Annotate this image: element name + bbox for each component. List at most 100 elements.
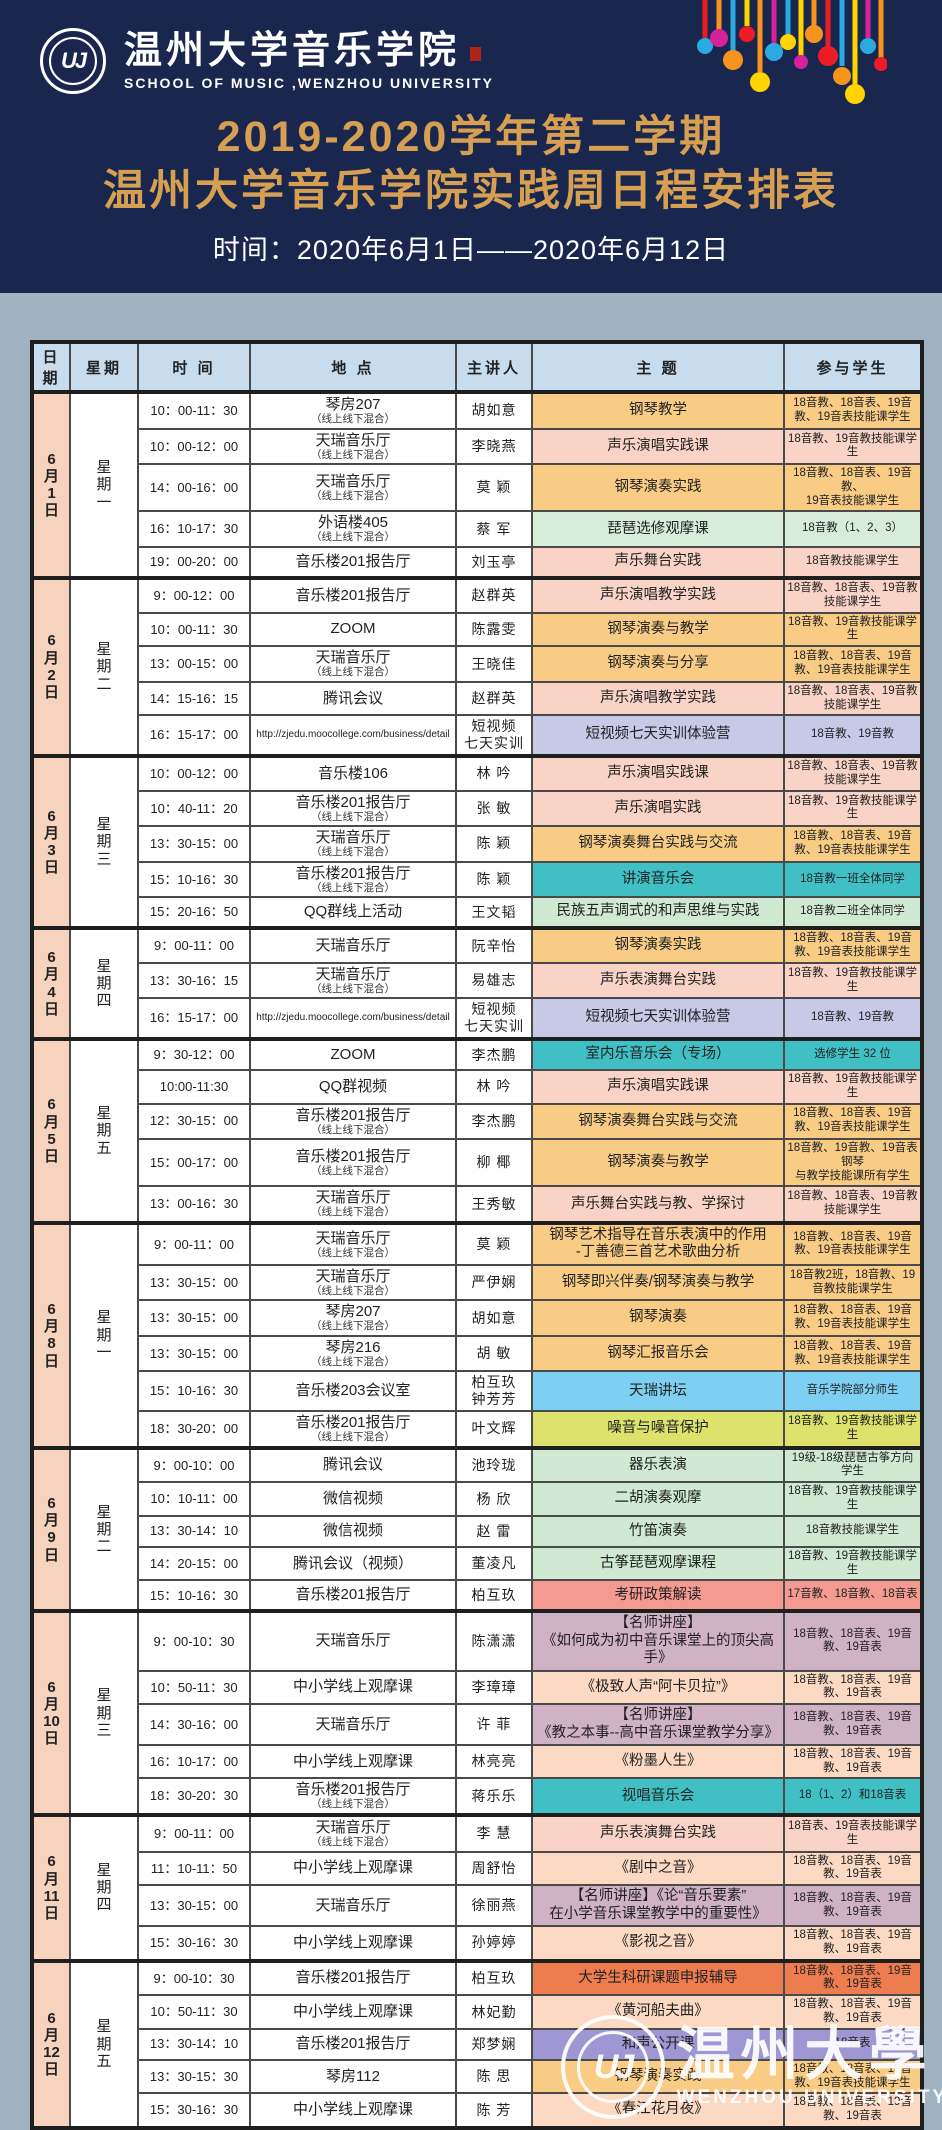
- place-link[interactable]: http://zjedu.moocollege.com/business/det…: [249, 997, 457, 1040]
- schedule-row: 13：30-15：00 天瑞音乐厅 徐丽燕 【名师讲座】《论“音乐要素” 在小学音乐课…: [32, 1884, 923, 1927]
- students-cell: 18音教一班全体同学: [783, 860, 923, 899]
- students-cell: 18音教、18音表、19音教、19音表技能课学生: [783, 1334, 923, 1373]
- time-cell: 16：15-17：00: [137, 997, 251, 1040]
- schedule-row: 13：30-15：00 琴房207 （线上线下混合） 胡如意 钢琴演奏 18音教、18音表…: [32, 1299, 923, 1337]
- place-note: （线上线下混合）: [311, 1284, 395, 1297]
- artist-seal-icon: [470, 47, 482, 62]
- weekday-cell: 星期四: [69, 926, 139, 1040]
- time-cell: 9：00-10：30: [137, 1958, 251, 1997]
- topic-cell: 钢琴教学: [531, 390, 785, 430]
- place-note: （线上线下混合）: [311, 1836, 395, 1849]
- schedule-row: 6 月 2 日星期二 9：00-12：00 音乐楼201报告厅 赵群英 声乐演唱教学实践 18音…: [31, 576, 923, 757]
- time-cell: 15：10-16：30: [137, 1579, 251, 1613]
- schedule-row: 6 月 1 日星期一 10：00-11：30 琴房207 （线上线下混合） 胡如意 钢琴教学 18…: [31, 389, 923, 580]
- place-cell: QQ群线上活动: [249, 896, 457, 930]
- speaker-cell: 陈 思: [455, 2058, 533, 2095]
- place-cell: 音乐楼201报告厅: [249, 1958, 457, 1997]
- time-cell: 13：30-15：00: [137, 1263, 251, 1302]
- time-cell: 14：00-16：00: [137, 463, 251, 513]
- col-header-students: 参与学生: [783, 341, 923, 393]
- schedule-row: 18：30-20：30 音乐楼201报告厅 （线上线下混合） 蒋乐乐 视唱音乐会 18（1…: [32, 1777, 923, 1817]
- time-cell: 10:00-11:30: [137, 1068, 251, 1105]
- place-cell: 音乐楼201报告厅 （线上线下混合）: [249, 789, 457, 828]
- place-cell: 天瑞音乐厅 （线上线下混合）: [249, 961, 457, 1000]
- seal-monogram: UJ: [49, 37, 97, 85]
- time-cell: 9：00-10：00: [137, 1445, 251, 1484]
- speaker-cell: 赵群英: [455, 680, 533, 717]
- speaker-cell: 短视频 七天实训: [455, 714, 533, 757]
- students-cell: 18音教、18音表、19音教技能课学生: [783, 1185, 923, 1224]
- schedule-row: 6 月 9 日星期二 9：00-10：00 腾讯会议 池玲珑 器乐表演 19级-18级琵琶古筝方…: [31, 1445, 923, 1613]
- place-note: （线上线下混合）: [311, 1123, 395, 1136]
- date-cell: 6 月 10 日: [31, 1609, 71, 1817]
- time-cell: 13：30-14：10: [137, 2027, 251, 2061]
- time-cell: 13：00-16：30: [137, 1185, 251, 1224]
- place-cell: 腾讯会议: [249, 680, 457, 717]
- place-cell: 天瑞音乐厅: [249, 1884, 457, 1927]
- place-cell: 琴房207 （线上线下混合）: [249, 390, 457, 430]
- time-cell: 13：30-15：00: [137, 1334, 251, 1373]
- music-drips-decoration: [697, 0, 887, 104]
- schedule-row: 10：50-11：30 中小学线上观摩课 李璋璋 《极致人声“阿卡贝拉”》 18音教、1…: [32, 1669, 923, 1706]
- students-cell: 18音教、19音教技能课学生: [783, 961, 923, 1000]
- topic-cell: 《影视之音》: [531, 1924, 785, 1962]
- place-cell: 天瑞音乐厅 （线上线下混合）: [249, 825, 457, 863]
- schedule-row: 19：00-20：00 音乐楼201报告厅 刘玉亭 声乐舞台实践 18音教技能课学生: [32, 546, 923, 580]
- place-cell: 天瑞音乐厅: [249, 1609, 457, 1672]
- place-link[interactable]: http://zjedu.moocollege.com/business/det…: [249, 714, 457, 757]
- speaker-cell: 李杰鹏: [455, 1036, 533, 1071]
- speaker-cell: 张 敏: [455, 789, 533, 828]
- time-cell: 15：20-16：50: [137, 896, 251, 930]
- students-cell: 17音教、18音教、18音表: [783, 1579, 923, 1613]
- place-cell: 中小学线上观摩课: [249, 1924, 457, 1962]
- university-watermark: UJ 温州大學 WENZHOU UNIVERSITY: [560, 2015, 942, 2119]
- place-note: （线上线下混合）: [311, 490, 395, 503]
- time-cell: 10：50-11：30: [137, 1994, 251, 2030]
- topic-cell: 短视频七天实训体验营: [531, 997, 785, 1040]
- speaker-cell: 柏互玖: [455, 1579, 533, 1613]
- schedule-row: 10：50-11：30 中小学线上观摩课 林妃勤 《黄河船夫曲》 18音教、18音表、1…: [32, 1994, 923, 2030]
- speaker-cell: 李 慧: [455, 1813, 533, 1853]
- place-cell: 天瑞音乐厅: [249, 1703, 457, 1746]
- schedule-table: 日期 星期 时 间 地 点 主讲人 主 题 参与学生 6 月 1 日星期一 10：00-…: [30, 340, 924, 2130]
- topic-cell: 《极致人声“阿卡贝拉”》: [531, 1669, 785, 1706]
- time-cell: 15：10-16：30: [137, 860, 251, 899]
- students-cell: 18音教、18音表、19音教、19音表技能课学生: [783, 926, 923, 964]
- speaker-cell: 池玲珑: [455, 1445, 533, 1484]
- col-header-topic: 主 题: [531, 341, 785, 393]
- schedule-row: 15：10-16：30 音乐楼203会议室 柏互玖 钟芳芳 天瑞讲坛 音乐学院部分师生: [32, 1370, 923, 1413]
- time-cell: 9：00-11：00: [137, 926, 251, 964]
- speaker-cell: 李杰鹏: [455, 1102, 533, 1141]
- schedule-row: 16：10-17：00 中小学线上观摩课 林亮亮 《粉墨人生》 18音教、18音表、19…: [32, 1743, 923, 1780]
- speaker-cell: 林妃勤: [455, 1994, 533, 2030]
- table-header-row: 日期 星期 时 间 地 点 主讲人 主 题 参与学生: [31, 341, 923, 393]
- students-cell: 18音教、19音教技能课学生: [783, 611, 923, 648]
- place-cell: 天瑞音乐厅 （线上线下混合）: [249, 463, 457, 513]
- topic-cell: 竹笛演奏: [531, 1514, 785, 1548]
- speaker-cell: 莫 颖: [455, 463, 533, 513]
- speaker-cell: 阮辛怡: [455, 926, 533, 964]
- weekday-cell: 星期一: [69, 1221, 139, 1449]
- time-cell: 14：20-15：00: [137, 1545, 251, 1582]
- place-cell: 微信视频: [249, 1514, 457, 1548]
- place-cell: 音乐楼201报告厅 （线上线下混合）: [249, 1410, 457, 1449]
- place-note: （线上线下混合）: [311, 413, 395, 425]
- place-cell: 音乐楼201报告厅 （线上线下混合）: [249, 1777, 457, 1817]
- topic-cell: 讲演音乐会: [531, 860, 785, 899]
- students-cell: 18音教技能课学生: [783, 546, 923, 580]
- schedule-row: 10：40-11：20 音乐楼201报告厅 （线上线下混合）张 敏声乐演唱实践 18音…: [32, 789, 923, 828]
- students-cell: 18音教、18音表、19音教、19音表技能课学生: [783, 1299, 923, 1337]
- place-cell: 天瑞音乐厅 （线上线下混合）: [249, 1221, 457, 1266]
- students-cell: 18音教、19音教: [783, 997, 923, 1040]
- place-note: （线上线下混合）: [311, 1798, 395, 1811]
- page-title-line2: 温州大学音乐学院实践周日程安排表: [103, 167, 839, 215]
- page-title-line1: 2019-2020学年第二学期: [216, 113, 726, 161]
- header-banner: UJ 温州大学音乐学院 SCHOOL OF MUSIC ,WENZHOU UNI…: [0, 0, 942, 293]
- time-cell: 13：30-16：15: [137, 961, 251, 1000]
- students-cell: 18音教、18音表、19音教、 19音表技能课学生: [783, 463, 923, 513]
- place-cell: 琴房216 （线上线下混合）: [249, 1334, 457, 1373]
- place-cell: 中小学线上观摩课: [249, 1994, 457, 2030]
- schedule-row: 11：10-11：50 中小学线上观摩课 周舒怡 《剧中之音》 18音教、18音表、19…: [32, 1850, 923, 1887]
- place-note: （线上线下混合）: [311, 810, 395, 823]
- students-cell: 18音教、18音表、19音教、19音表: [783, 1703, 923, 1746]
